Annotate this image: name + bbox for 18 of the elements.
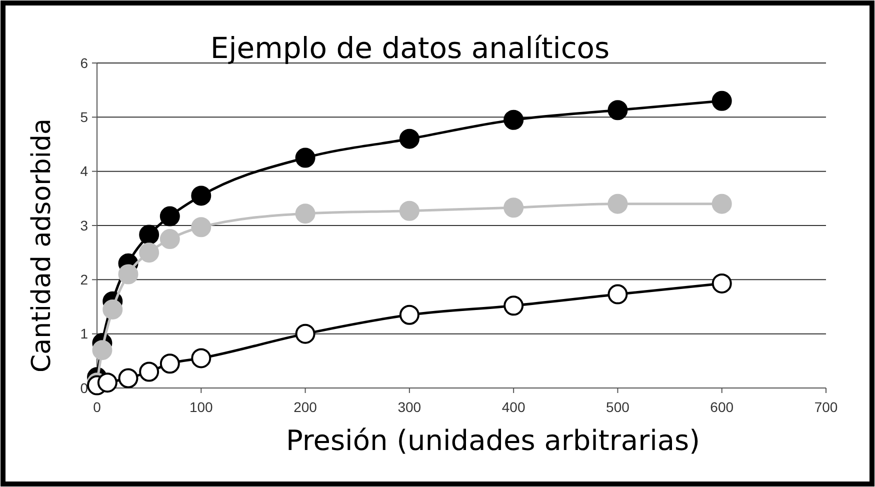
x-tick-label: 300	[398, 399, 422, 415]
chart-title: Ejemplo de datos analíticos	[210, 31, 610, 65]
x-tick-label: 500	[606, 399, 630, 415]
x-tick-label: 0	[93, 399, 102, 415]
x-tick-label: 400	[502, 399, 526, 415]
x-axis-title: Presión (unidades arbitrarias)	[286, 424, 700, 457]
y-tick-label: 1	[80, 326, 88, 342]
y-tick-label: 3	[80, 217, 88, 234]
y-axis-title: Cantidad adsorbida	[27, 118, 57, 372]
y-tick-label: 0	[80, 380, 88, 396]
y-tick-label: 2	[80, 272, 88, 288]
x-tick-label: 700	[814, 399, 838, 415]
x-tick-label: 600	[710, 399, 734, 415]
y-tick-label: 4	[80, 163, 88, 180]
x-tick-label: 200	[294, 399, 318, 415]
y-tick-label: 6	[80, 54, 88, 71]
y-tick-label: 5	[80, 109, 88, 126]
x-tick-label: 100	[189, 399, 214, 415]
